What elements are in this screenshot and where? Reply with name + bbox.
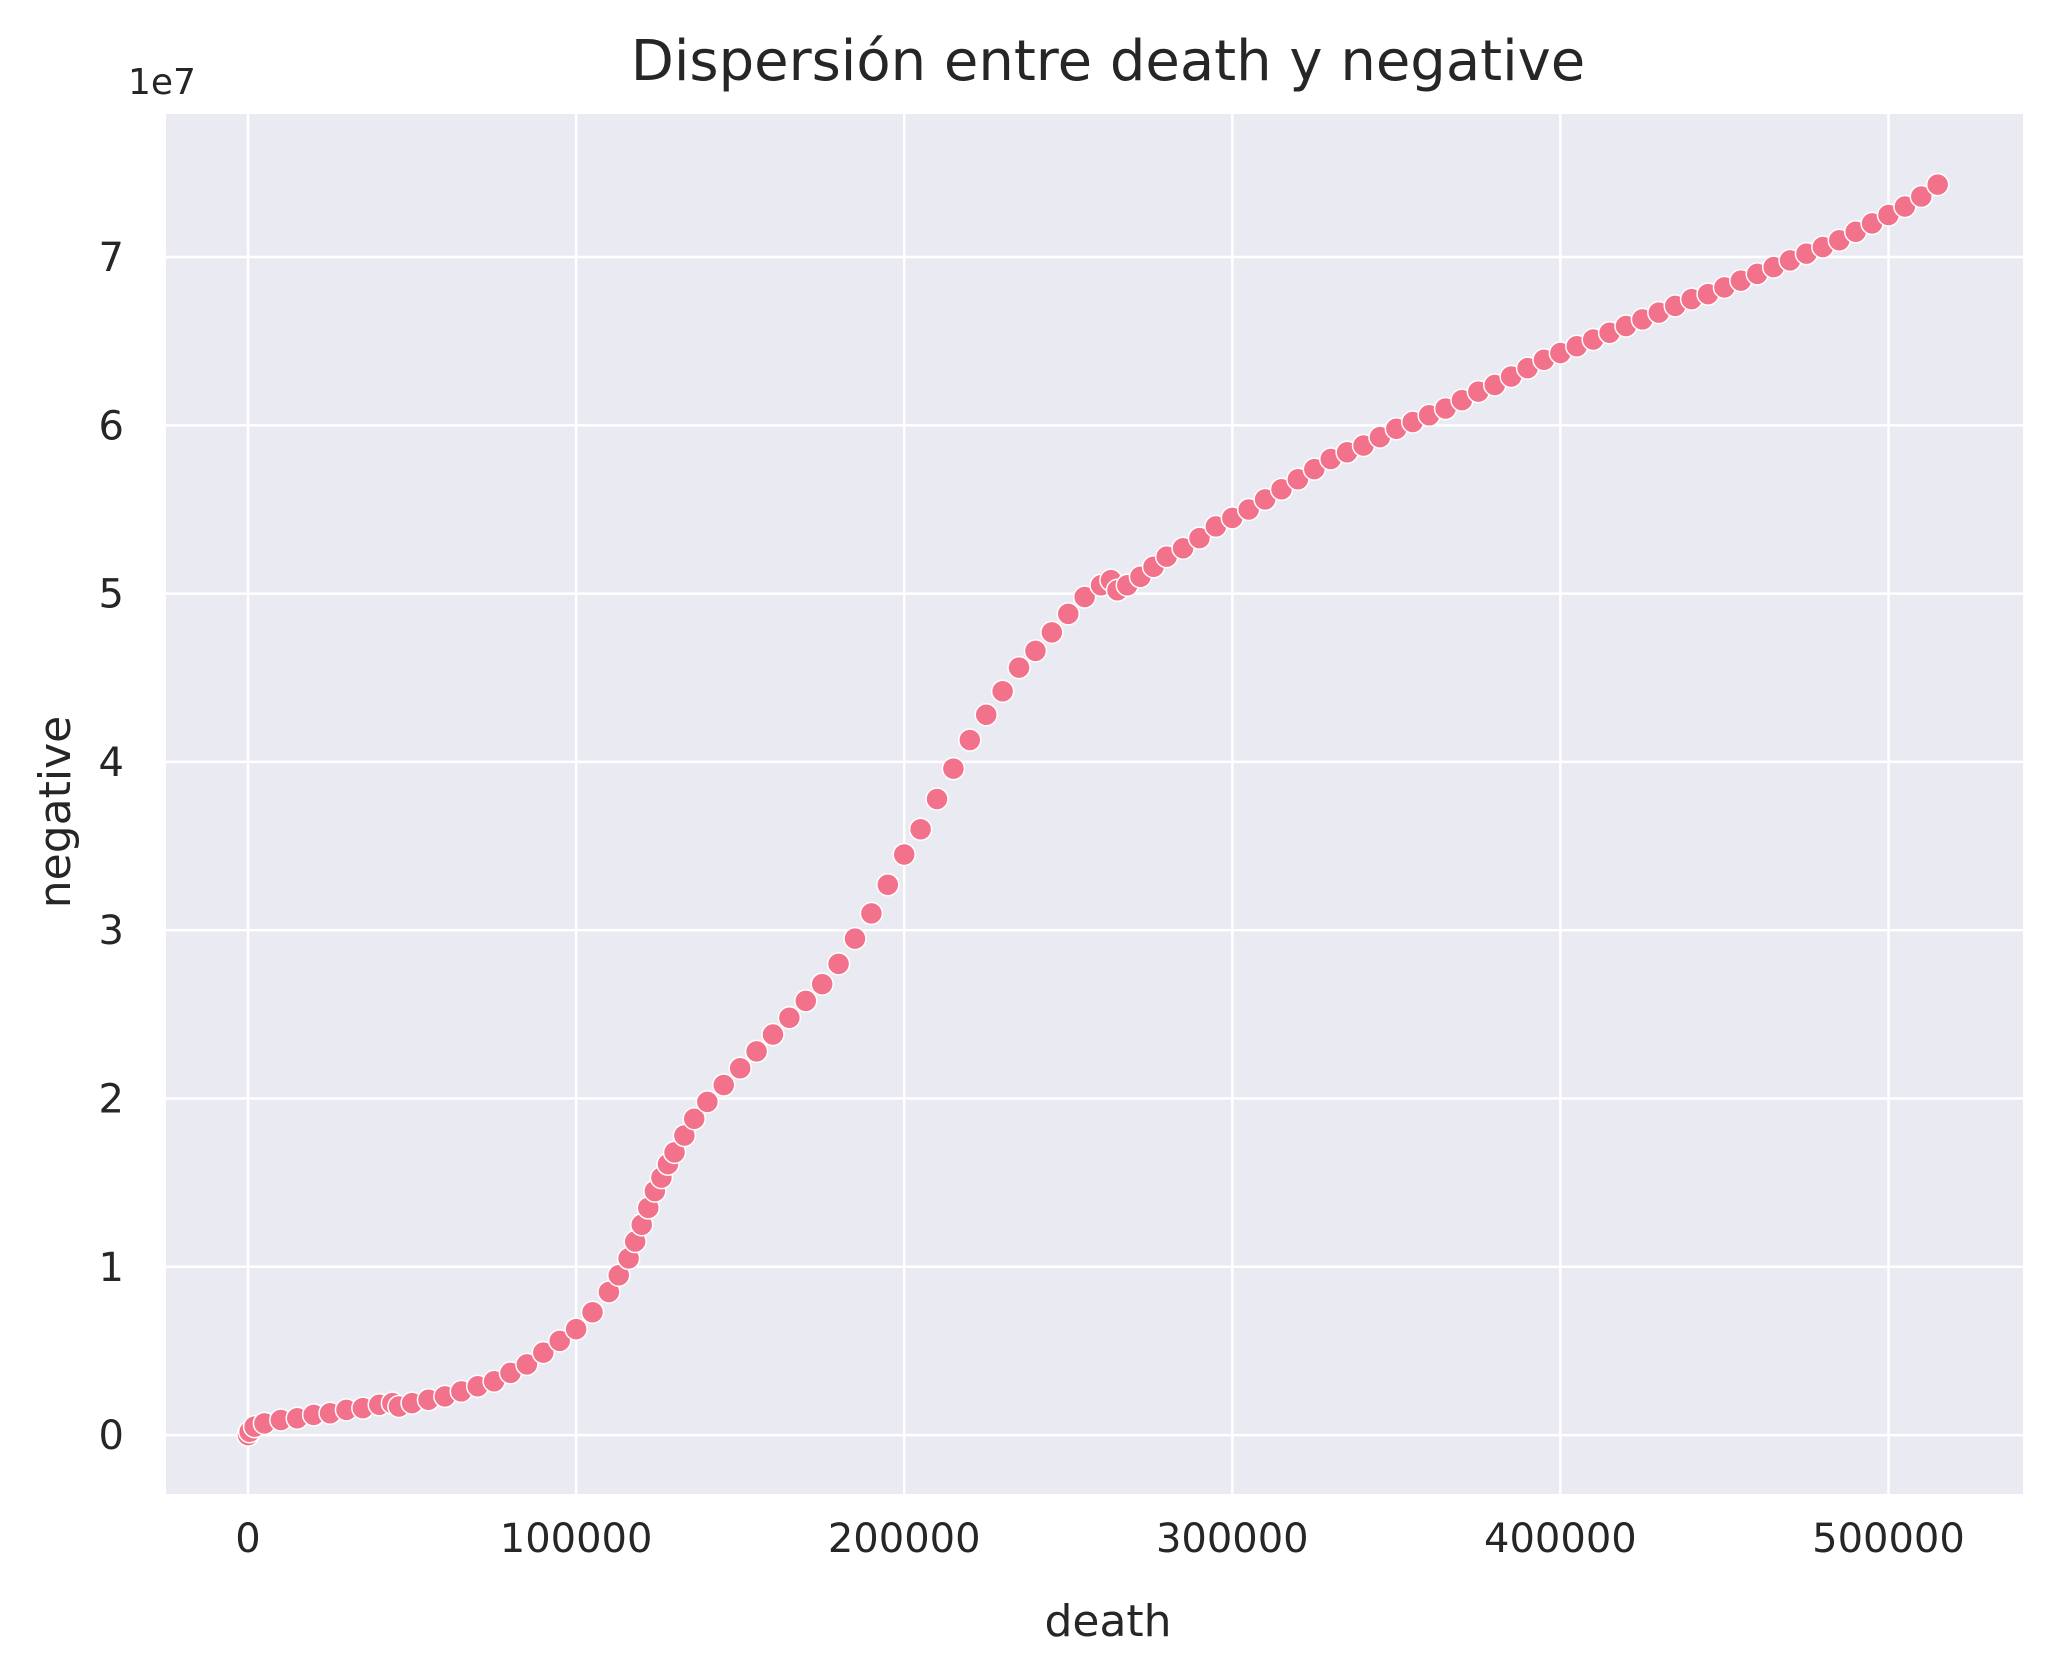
y-tick-label: 4	[99, 740, 124, 786]
data-point	[958, 728, 982, 752]
data-point	[794, 989, 818, 1013]
grid-lines	[166, 114, 2023, 1494]
data-point	[908, 817, 933, 841]
data-point	[974, 703, 998, 727]
x-tick-labels: 0 100000 200000 300000 400000 500000	[235, 1516, 1965, 1562]
x-tick-label: 0	[235, 1516, 260, 1562]
y-axis-label: negative	[30, 716, 81, 908]
data-point	[547, 1329, 572, 1353]
data-point	[1040, 620, 1064, 645]
data-point	[876, 873, 900, 897]
data-point	[580, 1300, 605, 1324]
data-point	[941, 756, 966, 781]
data-points	[236, 172, 1950, 1447]
data-point	[859, 901, 884, 926]
data-point	[925, 787, 949, 811]
y-tick-label: 0	[99, 1413, 124, 1459]
x-axis-label: death	[1044, 1596, 1171, 1647]
x-tick-label: 100000	[500, 1516, 653, 1562]
y-tick-label: 7	[99, 235, 124, 281]
data-point	[1007, 655, 1031, 680]
data-point	[515, 1352, 539, 1377]
data-point	[1187, 526, 1212, 550]
data-point	[843, 926, 867, 951]
y-tick-label: 2	[99, 1077, 124, 1123]
data-point	[1056, 602, 1081, 626]
data-point	[810, 972, 834, 996]
data-point	[564, 1317, 588, 1341]
data-point	[892, 842, 916, 867]
x-tick-label: 400000	[1484, 1516, 1637, 1562]
data-point	[712, 1073, 736, 1097]
y-offset-label: 1e7	[128, 62, 196, 103]
data-point	[990, 679, 1015, 703]
x-tick-label: 200000	[828, 1516, 981, 1562]
plot-background	[166, 114, 2023, 1494]
data-point	[682, 1106, 706, 1131]
data-point	[531, 1340, 556, 1365]
y-tick-labels: 0 1 2 3 4 5 6 7	[99, 235, 124, 1459]
data-point	[1072, 585, 1097, 609]
data-point	[777, 1005, 802, 1030]
data-point	[761, 1022, 785, 1047]
data-point	[695, 1090, 720, 1114]
y-tick-label: 6	[99, 403, 124, 449]
data-point	[826, 952, 851, 976]
data-point	[1023, 639, 1048, 663]
chart-title: Dispersión entre death y negative	[631, 29, 1586, 94]
y-tick-label: 1	[99, 1245, 124, 1291]
data-point	[728, 1056, 752, 1080]
x-tick-label: 300000	[1156, 1516, 1309, 1562]
data-point	[744, 1039, 769, 1064]
data-point	[1925, 172, 1950, 197]
y-tick-label: 3	[99, 908, 124, 954]
x-tick-label: 500000	[1812, 1516, 1965, 1562]
y-tick-label: 5	[99, 572, 124, 618]
data-point	[1909, 184, 1934, 209]
